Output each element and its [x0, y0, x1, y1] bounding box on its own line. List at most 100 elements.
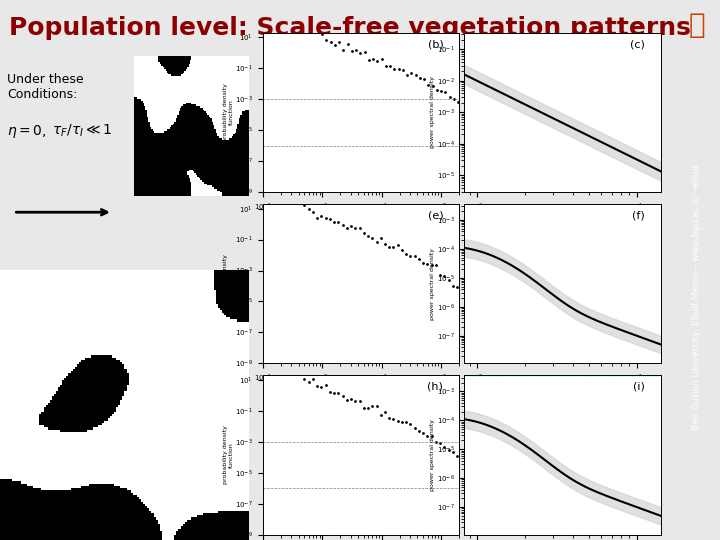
- Point: [392, 241, 403, 249]
- Point: [328, 218, 340, 226]
- Point: [418, 429, 429, 437]
- Point: [324, 388, 336, 396]
- Point: [452, 98, 464, 106]
- Point: [396, 246, 408, 254]
- Point: [317, 30, 328, 38]
- Point: [447, 448, 459, 457]
- Point: [354, 397, 365, 406]
- Point: [338, 46, 349, 55]
- Point: [346, 395, 357, 404]
- X-axis label: wavelength [m]: wavelength [m]: [535, 214, 590, 221]
- Point: [448, 94, 459, 103]
- Point: [393, 65, 405, 73]
- Point: [405, 252, 416, 260]
- Text: (f): (f): [632, 211, 645, 220]
- Point: [434, 270, 446, 279]
- Point: [320, 36, 332, 45]
- Point: [376, 55, 387, 64]
- Point: [375, 410, 387, 419]
- Y-axis label: probability density
function: probability density function: [223, 254, 234, 313]
- Point: [299, 201, 310, 210]
- Text: (b): (b): [428, 39, 444, 49]
- Point: [436, 86, 447, 95]
- Point: [358, 228, 369, 237]
- Point: [401, 71, 413, 79]
- Point: [355, 49, 366, 58]
- Point: [430, 261, 441, 269]
- Text: (i): (i): [633, 382, 645, 392]
- Point: [307, 207, 318, 216]
- Point: [426, 261, 438, 269]
- X-axis label: wavelength [m]: wavelength [m]: [535, 386, 590, 393]
- Point: [375, 234, 387, 242]
- Point: [451, 451, 463, 460]
- X-axis label: area [m$^2$]: area [m$^2$]: [343, 386, 379, 399]
- Y-axis label: power spectral density: power spectral density: [431, 248, 436, 320]
- Point: [307, 374, 318, 383]
- Point: [434, 439, 446, 448]
- Point: [315, 382, 327, 391]
- Point: [426, 432, 438, 441]
- Point: [409, 251, 420, 260]
- Point: [320, 213, 331, 222]
- Point: [447, 282, 459, 291]
- Point: [329, 40, 341, 49]
- Point: [388, 415, 400, 423]
- Point: [337, 221, 348, 230]
- Point: [303, 205, 315, 214]
- Point: [422, 431, 433, 440]
- Point: [358, 403, 369, 412]
- Point: [389, 65, 400, 73]
- Point: [444, 92, 455, 101]
- Point: [349, 223, 361, 232]
- Point: [396, 418, 408, 427]
- Text: (c): (c): [630, 39, 645, 49]
- Text: $\tau_F/\tau_I \ll 1$: $\tau_F/\tau_I \ll 1$: [52, 123, 112, 139]
- Point: [325, 37, 336, 46]
- X-axis label: area [m$^2$]: area [m$^2$]: [343, 214, 379, 227]
- Point: [379, 408, 391, 417]
- Text: (a): (a): [227, 63, 243, 73]
- Point: [384, 413, 395, 422]
- Point: [367, 55, 379, 63]
- Point: [315, 212, 327, 220]
- Point: [418, 75, 430, 84]
- Point: [346, 221, 357, 230]
- Point: [363, 56, 374, 65]
- Point: [379, 240, 391, 249]
- Point: [388, 242, 400, 251]
- Point: [413, 427, 425, 436]
- Point: [320, 381, 331, 390]
- Text: Ben Gurion University, Ehud Meron – www.bgu.ac.il/~ehud: Ben Gurion University, Ehud Meron – www.…: [692, 164, 701, 430]
- Point: [351, 46, 362, 55]
- Point: [349, 397, 361, 406]
- Point: [400, 417, 412, 426]
- Point: [443, 275, 454, 284]
- Text: 🔥: 🔥: [689, 11, 706, 39]
- Point: [422, 260, 433, 269]
- Text: (h): (h): [428, 382, 444, 392]
- Point: [438, 272, 450, 281]
- Point: [342, 40, 354, 49]
- Point: [354, 224, 365, 232]
- Point: [366, 401, 378, 410]
- Point: [303, 378, 315, 387]
- Y-axis label: power spectral density: power spectral density: [431, 419, 436, 491]
- Point: [440, 87, 451, 96]
- Point: [372, 56, 383, 65]
- Point: [341, 224, 353, 233]
- Point: [366, 233, 378, 242]
- Text: (e): (e): [428, 211, 444, 220]
- Point: [311, 381, 323, 390]
- Point: [371, 237, 382, 246]
- Point: [392, 417, 403, 426]
- Text: Population level: Scale-free vegetation patterns: Population level: Scale-free vegetation …: [9, 16, 690, 39]
- Y-axis label: power spectral density: power spectral density: [431, 76, 436, 148]
- Point: [333, 218, 344, 227]
- Point: [328, 389, 340, 397]
- Point: [371, 402, 382, 410]
- Point: [333, 38, 345, 46]
- Text: Under these
Conditions:: Under these Conditions:: [6, 73, 84, 101]
- Point: [431, 85, 443, 94]
- Point: [324, 215, 336, 224]
